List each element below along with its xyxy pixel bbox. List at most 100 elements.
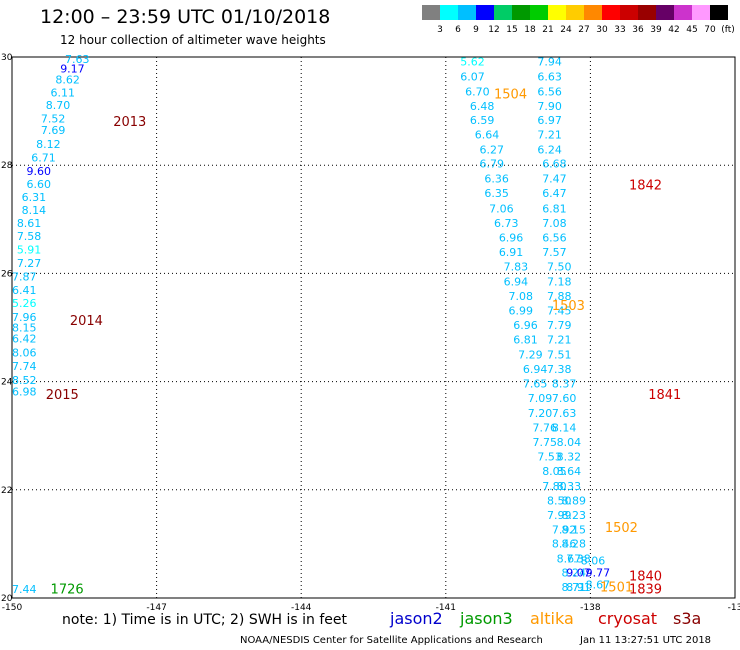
color-scale-label: 39 <box>650 25 662 35</box>
wave-height-point: 7.69 <box>41 124 66 137</box>
pass-time-label: 1841 <box>648 388 681 403</box>
wave-height-point: 9.17 <box>60 63 84 76</box>
wave-height-point: 7.87 <box>12 270 37 283</box>
color-scale-label: (ft) <box>721 25 735 35</box>
wave-height-point: 5.91 <box>17 243 42 256</box>
wave-height-point: 6.96 <box>513 319 538 332</box>
wave-height-point: 6.91 <box>499 246 524 259</box>
wave-height-point: 7.09 <box>528 392 553 405</box>
wave-height-point: 7.52 <box>41 112 66 125</box>
color-scale-label: 45 <box>686 25 698 35</box>
wave-height-point: 8.62 <box>55 74 80 87</box>
wave-height-point: 6.60 <box>26 178 51 191</box>
wave-height-point: 7.53 <box>537 451 562 464</box>
wave-height-point: 6.70 <box>465 85 490 98</box>
pass-time-label: 1503 <box>552 299 585 314</box>
plot-frame <box>11 56 736 599</box>
wave-height-point: 7.38 <box>566 552 591 565</box>
color-scale-swatch <box>512 5 530 20</box>
wave-height-point: 8.04 <box>557 436 582 449</box>
wave-height-point: 8.05 <box>542 465 567 478</box>
wave-height-point: 8.89 <box>561 494 586 507</box>
color-scale-swatch <box>566 5 584 20</box>
wave-height-point: 7.65 <box>523 378 548 391</box>
wave-height-point: 7.08 <box>508 290 532 303</box>
wave-height-point: 6.73 <box>494 217 519 230</box>
color-scale-swatch <box>476 5 494 20</box>
wave-height-point: 8.06 <box>12 347 37 360</box>
wave-height-point: 6.68 <box>542 157 567 170</box>
wave-height-point: 6.81 <box>542 202 567 215</box>
wave-height-point: 8.32 <box>557 451 582 464</box>
color-scale-swatch <box>440 5 458 20</box>
wave-height-point: 6.41 <box>12 284 37 297</box>
wave-height-point: 7.63 <box>552 407 577 420</box>
wave-height-point: 7.44 <box>12 583 37 596</box>
color-scale-label: 21 <box>542 25 554 35</box>
wave-height-point: 8.15 <box>12 321 37 334</box>
wave-height-point: 6.07 <box>460 70 485 83</box>
wave-height-point: 8.24 <box>561 566 586 579</box>
color-scale-label: 3 <box>437 25 443 35</box>
wave-height-point: 7.92 <box>552 524 577 537</box>
wave-height-point: 8.23 <box>561 509 586 522</box>
wave-height-point: 7.74 <box>12 360 37 373</box>
pass-time-label: 1839 <box>629 583 662 598</box>
wave-height-point: 7.90 <box>537 100 562 113</box>
wave-height-point: 7.80 <box>542 480 567 493</box>
y-tick-label: 28 <box>1 161 13 171</box>
wave-height-point: 7.50 <box>547 261 572 274</box>
wave-height-point: 6.79 <box>480 157 505 170</box>
wave-height-point: 7.83 <box>504 261 529 274</box>
wave-height-point: 7.96 <box>12 311 37 324</box>
wave-height-point: 8.15 <box>561 524 586 537</box>
wave-height-point: 9.07 <box>566 566 591 579</box>
pass-time-label: 2013 <box>113 115 146 130</box>
color-scale-label: 24 <box>560 25 572 35</box>
wave-height-point: 8.61 <box>17 217 42 230</box>
wave-height-point: 7.27 <box>17 257 42 270</box>
color-scale-label: 70 <box>704 25 716 35</box>
wave-height-point: 7.58 <box>17 230 42 243</box>
color-scale-swatch <box>548 5 566 20</box>
pass-time-label: 2015 <box>46 388 79 403</box>
color-scale-label: 6 <box>455 25 461 35</box>
color-scale-label: 27 <box>578 25 590 35</box>
wave-height-point: 6.35 <box>484 187 509 200</box>
color-scale-swatch <box>710 5 728 20</box>
wave-height-point: 7.88 <box>547 290 572 303</box>
mission-jason3-label: jason3 <box>460 609 513 628</box>
wave-height-point: 7.38 <box>547 363 572 376</box>
wave-height-point: 6.31 <box>22 191 47 204</box>
mission-jason2-label: jason2 <box>390 609 443 628</box>
wave-height-point: 6.99 <box>508 305 532 318</box>
wave-height-point: 7.21 <box>547 334 572 347</box>
footer-timestamp: Jan 11 13:27:51 UTC 2018 <box>580 635 712 646</box>
wave-height-point: 7.08 <box>542 217 567 230</box>
wave-height-point: 7.20 <box>528 407 553 420</box>
wave-height-point: 6.96 <box>499 231 524 244</box>
y-tick-label: 20 <box>1 594 13 604</box>
x-tick-label: -141 <box>436 603 456 613</box>
wave-height-point: 7.75 <box>533 436 558 449</box>
wave-height-point: 9.77 <box>586 566 611 579</box>
color-scale-swatch <box>674 5 692 20</box>
wave-height-point: 8.33 <box>557 480 582 493</box>
wave-height-point: 8.37 <box>552 378 577 391</box>
color-scale-swatch <box>422 5 440 20</box>
wave-height-point: 6.64 <box>475 129 500 142</box>
footer-credit: NOAA/NESDIS Center for Satellite Applica… <box>240 635 543 646</box>
color-scale-swatch <box>584 5 602 20</box>
wave-height-point: 7.79 <box>547 319 572 332</box>
color-scale-label: 18 <box>524 25 536 35</box>
x-tick-label: -13 <box>728 603 740 613</box>
wave-height-point: 8.67 <box>586 578 611 591</box>
wave-height-point: 7.45 <box>547 305 572 318</box>
color-scale-swatch <box>638 5 656 20</box>
wave-height-point: 8.50 <box>547 494 572 507</box>
color-scale-swatch <box>692 5 710 20</box>
wave-height-point: 8.46 <box>552 538 577 551</box>
pass-time-label: 1502 <box>605 521 638 536</box>
pass-time-label: 1504 <box>494 88 527 103</box>
wave-height-point: 6.71 <box>31 151 55 164</box>
